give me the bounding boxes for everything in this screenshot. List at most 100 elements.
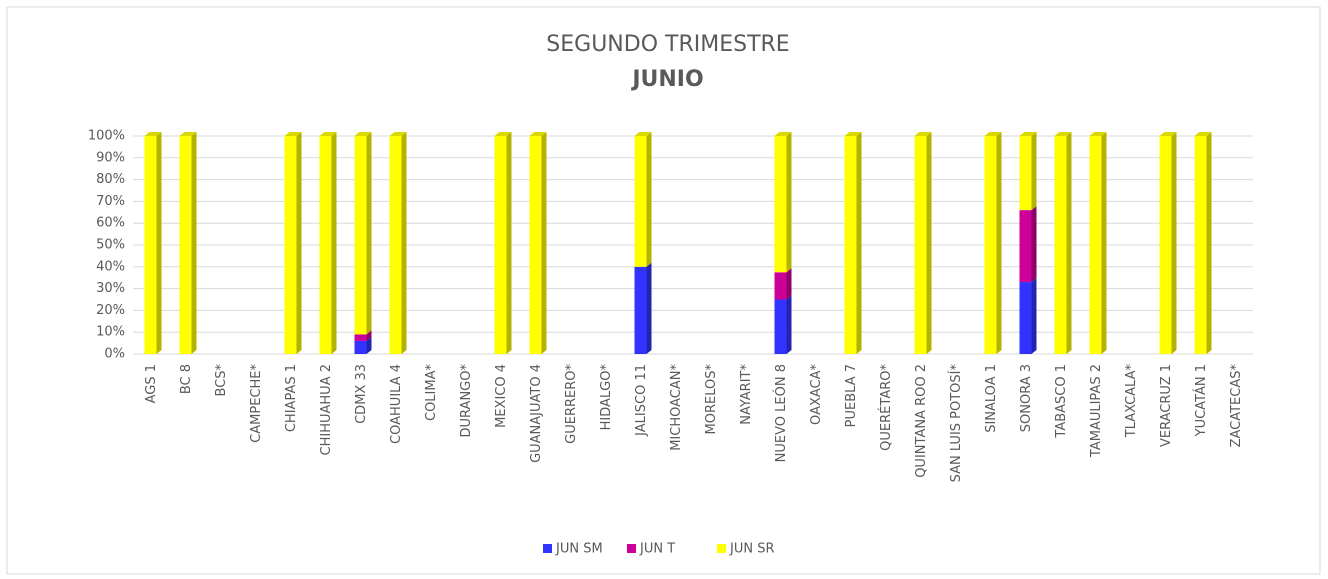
bar-segment [984, 136, 997, 354]
bar-side [786, 268, 792, 300]
bar-top [319, 132, 337, 136]
bar-segment [1089, 136, 1102, 354]
bar-side [506, 132, 512, 354]
bar-top [914, 132, 932, 136]
x-tick-label: SONORA 3 [1019, 364, 1034, 432]
chart-subtitle: JUNIO [630, 67, 703, 92]
bar-segment [1019, 210, 1032, 283]
x-tick-label: OAXACA* [809, 364, 824, 425]
x-tick-label: TABASCO 1 [1054, 364, 1069, 439]
y-tick-label: 70% [96, 194, 125, 209]
bar-side [1031, 132, 1037, 211]
bar-side [366, 336, 372, 354]
x-tick-label: GUERRERO* [564, 364, 579, 444]
bar-top [284, 132, 302, 136]
bar-side [646, 262, 652, 354]
bar-side [296, 132, 302, 354]
legend-swatch [717, 544, 726, 553]
bar-top [844, 132, 862, 136]
x-tick-label: CAMPECHE* [249, 364, 264, 443]
bar-segment [1019, 282, 1032, 354]
y-tick-label: 20% [96, 303, 125, 318]
bar-segment [319, 136, 332, 354]
bar-top [1159, 132, 1177, 136]
bar-segment [354, 334, 367, 341]
bar-segment [1159, 136, 1172, 354]
bar-side [926, 132, 932, 354]
legend-label: JUN SR [729, 542, 775, 557]
bar-side [786, 295, 792, 354]
bar-segment [1054, 136, 1067, 354]
bar-top [179, 132, 197, 136]
x-tick-label: NUEVO LEÓN 8 [773, 364, 789, 462]
x-tick-label: TLAXCALA* [1124, 364, 1139, 439]
bar-top [354, 132, 372, 136]
bar-side [1031, 278, 1037, 354]
bar-top [1089, 132, 1107, 136]
x-tick-label: BC 8 [179, 364, 194, 394]
x-tick-label: TAMAULIPAS 2 [1089, 364, 1104, 458]
bar-side [1066, 132, 1072, 354]
bar-side [366, 132, 372, 335]
y-tick-label: 60% [96, 216, 125, 231]
bar-side [1206, 132, 1212, 354]
bar-top [1054, 132, 1072, 136]
x-tick-label: JALISCO 11 [634, 364, 649, 437]
bar-segment [774, 136, 787, 273]
bar-segment [284, 136, 297, 354]
bar-segment [179, 136, 192, 354]
y-tick-label: 30% [96, 281, 125, 296]
bar-top [1019, 132, 1037, 136]
x-tick-label: YUCATÁN 1 [1193, 364, 1209, 437]
x-tick-label: CHIAPAS 1 [284, 364, 299, 432]
x-tick-label: CHIHUAHUA 2 [319, 364, 334, 455]
chart-frame [6, 6, 1321, 575]
bar-segment [529, 136, 542, 354]
x-tick-label: CDMX 33 [354, 364, 369, 424]
y-tick-label: 10% [96, 325, 125, 340]
bar-segment [1194, 136, 1207, 354]
bar-top [1194, 132, 1212, 136]
y-tick-label: 80% [96, 172, 125, 187]
legend-label: JUN T [639, 542, 675, 557]
bar-segment [774, 272, 787, 300]
x-tick-label: COAHUILA 4 [389, 364, 404, 444]
x-tick-label: QUERÉTARO* [878, 364, 894, 451]
bar-side [401, 132, 407, 354]
x-tick-label: ZACATECAS* [1229, 364, 1244, 448]
bar-segment [1019, 136, 1032, 211]
bar-top [529, 132, 547, 136]
x-tick-label: MICHOACAN* [669, 364, 684, 451]
legend-swatch [627, 544, 636, 553]
x-tick-label: VERACRUZ 1 [1159, 364, 1174, 447]
bar-top [389, 132, 407, 136]
x-tick-label: COLIMA* [424, 364, 439, 421]
x-tick-label: MEXICO 4 [494, 364, 509, 428]
x-tick-label: AGS 1 [144, 364, 159, 403]
bar-segment [144, 136, 157, 354]
x-tick-label: QUINTANA ROO 2 [914, 364, 929, 478]
x-tick-label: MORELOS* [704, 364, 719, 435]
x-tick-label: SAN LUIS POTOSÍ* [948, 364, 964, 483]
bar-top [144, 132, 162, 136]
x-tick-label: GUANAJUATO 4 [529, 364, 544, 463]
bar-side [331, 132, 337, 354]
bar-segment [634, 266, 647, 354]
bar-side [786, 132, 792, 273]
legend-label: JUN SM [555, 542, 603, 557]
bar-side [646, 132, 652, 267]
y-tick-label: 100% [88, 129, 125, 144]
x-tick-label: PUEBLA 7 [844, 364, 859, 427]
x-tick-label: DURANGO* [459, 364, 474, 438]
bar-side [856, 132, 862, 354]
x-tick-label: NAYARIT* [739, 364, 754, 425]
bar-segment [914, 136, 927, 354]
bar-segment [844, 136, 857, 354]
bar-side [156, 132, 162, 354]
bar-segment [494, 136, 507, 354]
y-tick-label: 90% [96, 150, 125, 165]
bar-side [366, 330, 372, 341]
bar-side [1171, 132, 1177, 354]
bar-side [191, 132, 197, 354]
